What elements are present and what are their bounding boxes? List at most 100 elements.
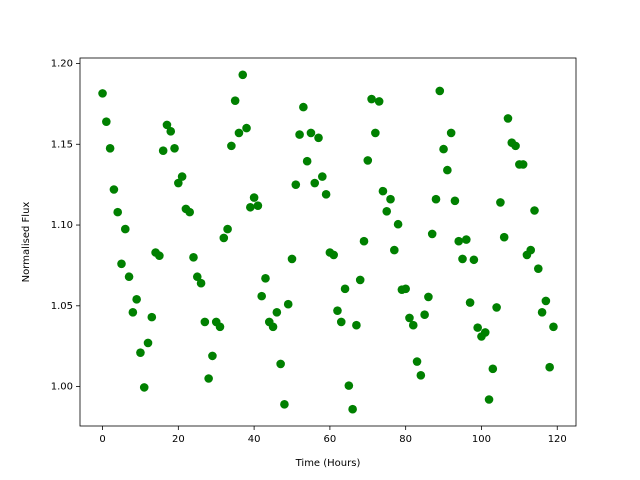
point (299, 102, 308, 112)
point (287, 254, 297, 264)
point (382, 207, 392, 216)
point (439, 144, 448, 154)
point (249, 193, 259, 202)
point (280, 400, 289, 409)
point (253, 201, 263, 210)
point (223, 224, 232, 234)
point (257, 291, 266, 301)
x-tick-label: 100 (472, 434, 491, 445)
point (230, 96, 240, 105)
point (174, 178, 183, 188)
point (469, 255, 479, 265)
point (219, 233, 229, 243)
y-tick-label: 1.00 (51, 382, 73, 393)
point (196, 278, 206, 288)
x-tick-label: 0 (99, 434, 105, 445)
point (166, 127, 176, 136)
point (276, 359, 285, 369)
point (124, 272, 134, 282)
point (386, 194, 395, 204)
point (537, 307, 547, 317)
point (462, 235, 471, 244)
point (405, 313, 414, 323)
point (143, 338, 153, 348)
point (488, 364, 498, 374)
x-tick-label: 120 (548, 434, 567, 445)
point (549, 322, 558, 332)
point (113, 207, 123, 217)
point (518, 160, 528, 169)
point (492, 303, 501, 312)
point (98, 89, 107, 98)
x-axis-label: Time (Hours) (295, 458, 361, 469)
point (234, 128, 244, 138)
point (295, 130, 304, 139)
point (102, 117, 111, 126)
point (435, 86, 445, 96)
point (200, 317, 210, 327)
point (158, 146, 168, 156)
point (117, 259, 126, 269)
point (348, 404, 357, 414)
point (268, 322, 278, 332)
point (318, 172, 327, 181)
point (458, 254, 467, 264)
point (246, 202, 255, 212)
point (120, 224, 130, 234)
point (450, 196, 460, 206)
point (427, 229, 437, 239)
point (359, 236, 369, 246)
point (416, 370, 426, 380)
point (408, 320, 418, 330)
point (454, 236, 464, 246)
point (465, 298, 475, 307)
point (302, 156, 312, 166)
point (310, 178, 320, 188)
point (401, 284, 410, 294)
point (499, 232, 509, 242)
point (533, 264, 543, 273)
point (155, 251, 164, 261)
point (215, 322, 225, 332)
point (526, 245, 536, 255)
point (139, 383, 149, 392)
point (189, 253, 198, 262)
point (378, 186, 388, 196)
point (204, 374, 213, 383)
point (306, 128, 316, 138)
point (371, 128, 380, 138)
point (170, 144, 179, 153)
point (541, 296, 551, 306)
point (352, 320, 361, 330)
point (105, 144, 115, 153)
point (412, 357, 422, 366)
x-tick-label: 60 (324, 434, 337, 445)
point (374, 97, 384, 106)
point (530, 206, 539, 215)
point (314, 133, 323, 143)
point (136, 348, 145, 357)
point (367, 94, 376, 104)
point (420, 310, 429, 319)
x-tick-label: 20 (172, 434, 185, 445)
point (424, 292, 433, 302)
point (511, 141, 520, 151)
point (336, 317, 346, 327)
x-tick-label: 80 (399, 434, 412, 445)
point (484, 395, 494, 404)
point (390, 245, 399, 255)
point (473, 323, 482, 332)
point (132, 295, 141, 304)
point (192, 272, 202, 282)
point (162, 120, 172, 130)
point (431, 194, 441, 204)
point (355, 275, 365, 285)
y-tick-label: 1.15 (51, 139, 73, 150)
point (291, 180, 301, 189)
y-tick-label: 1.20 (51, 58, 73, 69)
point (321, 190, 331, 199)
point (272, 307, 282, 317)
y-tick-label: 1.10 (51, 220, 73, 231)
point (329, 250, 338, 260)
